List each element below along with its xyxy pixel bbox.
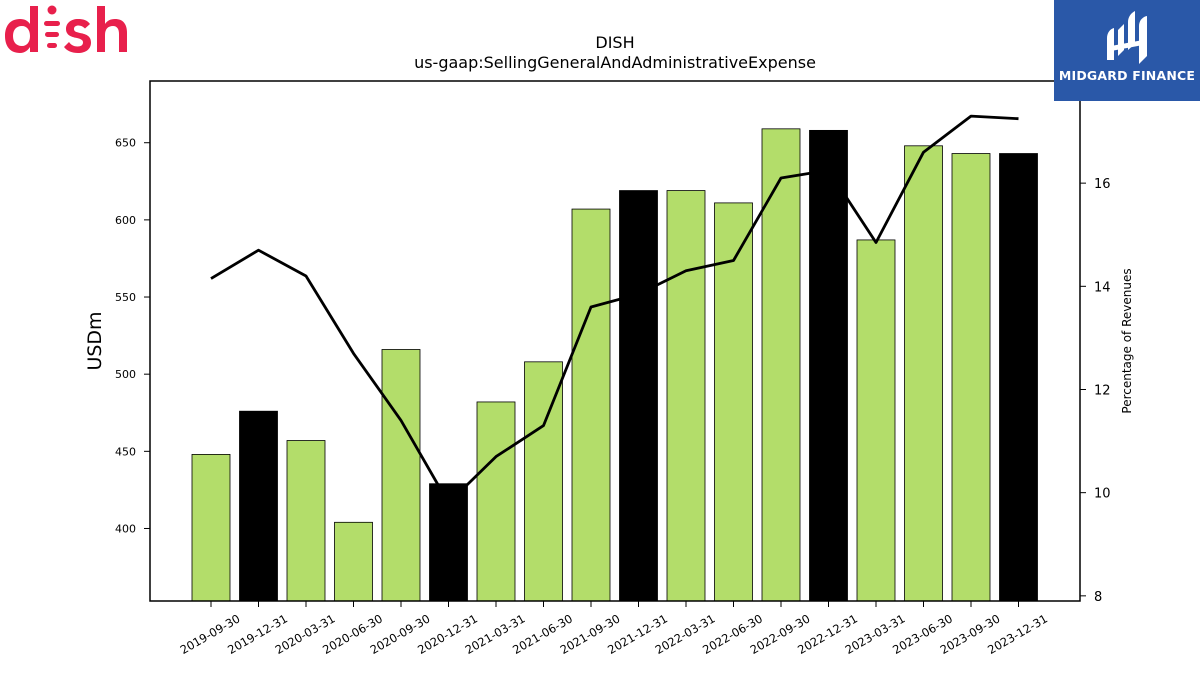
bar — [476, 401, 516, 602]
y2-axis-label: Percentage of Revenues — [1120, 268, 1134, 413]
y-tick-label: 400 — [115, 522, 136, 535]
y-axis-label: USDm — [84, 311, 106, 370]
y-tick-label: 600 — [115, 214, 136, 227]
bar-group — [191, 128, 1038, 602]
bar — [286, 440, 326, 602]
bar — [856, 239, 896, 602]
bar — [666, 190, 706, 602]
bar — [904, 145, 943, 602]
x-axis: 2019-09-302019-12-312020-03-312020-06-30… — [178, 601, 1050, 657]
bar — [191, 454, 231, 602]
bar — [334, 521, 373, 602]
bar — [951, 153, 991, 602]
y-tick-label: 500 — [115, 368, 136, 381]
y-tick-label: 650 — [115, 137, 136, 150]
plot-frame — [149, 80, 1081, 602]
bar — [714, 202, 753, 602]
chart-title: DISH — [595, 33, 634, 52]
bar — [999, 153, 1038, 602]
line-group — [210, 114, 1019, 505]
y2-tick-label: 14 — [1094, 280, 1111, 295]
bar — [524, 361, 563, 602]
bar — [571, 208, 611, 602]
midgard-finance-wordmark: MIDGARD FINANCE — [1058, 68, 1196, 83]
bar — [239, 410, 278, 602]
dish-logo — [4, 4, 138, 56]
right-axis: 8 10 12 14 16 — [1080, 177, 1111, 605]
bar — [761, 128, 801, 602]
y-tick-label: 550 — [115, 291, 136, 304]
bar — [381, 349, 421, 602]
y-tick-label: 450 — [115, 445, 136, 458]
y2-tick-label: 16 — [1094, 177, 1111, 192]
left-axis: 400 450 500 550 600 650 — [115, 137, 150, 535]
bar — [619, 190, 658, 602]
bar — [809, 129, 848, 602]
midgard-finance-logo: MIDGARD FINANCE — [1054, 0, 1200, 101]
y2-tick-label: 8 — [1094, 590, 1102, 605]
y2-tick-label: 12 — [1094, 383, 1111, 398]
y2-tick-label: 10 — [1094, 487, 1111, 502]
percentage-line — [210, 114, 1019, 505]
chart-subtitle: us-gaap:SellingGeneralAndAdministrativeE… — [414, 53, 816, 72]
